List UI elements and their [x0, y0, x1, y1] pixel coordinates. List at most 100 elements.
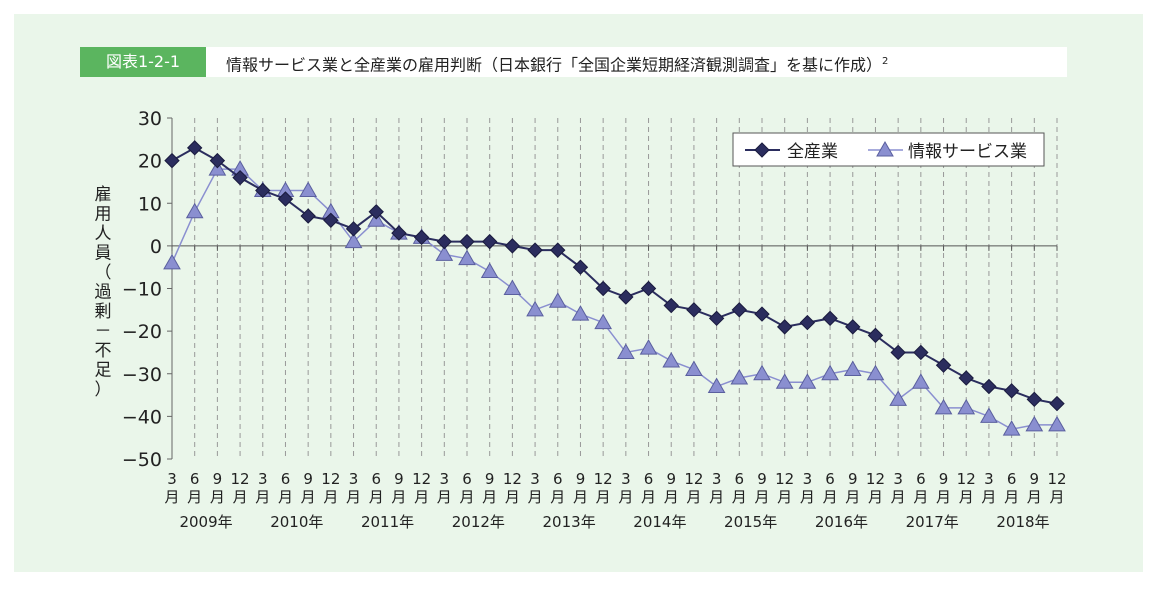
- x-tick-label-month: 12: [775, 470, 794, 488]
- data-point-0: [504, 238, 521, 254]
- data-point-0: [754, 306, 770, 322]
- data-point-0: [186, 140, 203, 156]
- data-point-1: [344, 232, 363, 249]
- x-tick-label-month: 12: [594, 470, 613, 488]
- x-year-label: 2017年: [906, 513, 959, 531]
- x-tick-label-month: 12: [684, 470, 703, 488]
- chart-panel: [14, 14, 1143, 572]
- data-point-0: [209, 152, 226, 169]
- data-point-0: [845, 319, 861, 335]
- data-point-1: [911, 373, 930, 389]
- x-tick-label-month: 6: [644, 470, 654, 488]
- figure-title: 情報サービス業と全産業の雇用判断（日本銀行「全国企業短期経済観測調査」を基に作成…: [226, 47, 888, 77]
- x-year-label: 2010年: [270, 513, 323, 531]
- data-point-0: [300, 208, 316, 224]
- x-tick-label-suffix: 月: [1049, 488, 1064, 506]
- x-tick-label-suffix: 月: [210, 488, 225, 506]
- data-point-1: [480, 262, 499, 278]
- data-point-0: [890, 344, 906, 361]
- x-tick-label-suffix: 月: [164, 488, 179, 506]
- legend-marker-0: [754, 142, 770, 158]
- x-tick-label-suffix: 月: [868, 488, 883, 506]
- x-tick-label-suffix: 月: [891, 488, 906, 506]
- x-tick-label-month: 3: [712, 470, 722, 488]
- series-line-0: [171, 146, 1058, 405]
- x-tick-label-month: 9: [303, 470, 313, 488]
- x-tick-label-suffix: 月: [754, 488, 769, 506]
- data-point-0: [1003, 383, 1020, 399]
- data-point-0: [255, 182, 271, 199]
- x-tick-label-month: 3: [984, 470, 994, 488]
- x-tick-label-month: 3: [621, 470, 631, 488]
- x-tick-label-month: 3: [167, 470, 177, 488]
- x-tick-label-suffix: 月: [278, 488, 293, 506]
- data-point-0: [958, 370, 974, 386]
- data-point-0: [981, 378, 997, 395]
- data-point-1: [548, 292, 567, 308]
- x-tick-label-month: 12: [231, 470, 250, 488]
- x-tick-label-month: 9: [848, 470, 858, 488]
- data-point-1: [571, 305, 590, 321]
- data-point-0: [459, 233, 475, 250]
- legend-label-0: 全産業: [787, 142, 838, 162]
- x-tick-label-month: 9: [939, 470, 949, 488]
- data-point-1: [163, 253, 181, 270]
- x-tick-label-suffix: 月: [459, 488, 474, 506]
- y-tick-label: 10: [138, 193, 162, 215]
- y-axis-label-char: 人: [95, 224, 112, 244]
- data-point-0: [799, 314, 816, 331]
- x-tick-label-suffix: 月: [346, 488, 361, 506]
- x-year-label: 2014年: [633, 513, 686, 531]
- data-point-1: [730, 369, 749, 385]
- data-point-1: [299, 181, 318, 197]
- data-point-1: [775, 373, 794, 389]
- legend-label-1: 情報サービス業: [908, 142, 1027, 162]
- x-tick-label-suffix: 月: [233, 488, 248, 506]
- y-tick-label: −50: [122, 449, 162, 471]
- data-point-1: [503, 279, 522, 295]
- x-tick-label-month: 6: [281, 470, 291, 488]
- y-tick-label: 0: [150, 236, 162, 258]
- x-tick-label-suffix: 月: [732, 488, 747, 506]
- x-tick-label-month: 12: [957, 470, 976, 488]
- data-point-1: [594, 313, 613, 330]
- x-tick-label-month: 3: [258, 470, 268, 488]
- x-tick-label-suffix: 月: [187, 488, 202, 506]
- x-tick-label-month: 12: [866, 470, 885, 488]
- y-tick-label: 20: [138, 151, 162, 173]
- data-point-1: [526, 300, 544, 317]
- y-axis-label-char: 剰: [95, 302, 112, 322]
- x-tick-label-month: 6: [190, 470, 200, 488]
- x-tick-label-month: 9: [213, 470, 223, 488]
- x-year-label: 2015年: [724, 513, 777, 531]
- data-point-0: [708, 310, 725, 327]
- x-tick-label-suffix: 月: [414, 488, 429, 506]
- x-tick-label-suffix: 月: [1027, 488, 1042, 506]
- x-year-label: 2011年: [361, 513, 414, 531]
- data-point-0: [686, 302, 702, 318]
- x-tick-label-month: 12: [321, 470, 340, 488]
- data-point-1: [707, 377, 726, 394]
- data-point-0: [413, 229, 430, 246]
- x-tick-label-suffix: 月: [845, 488, 860, 506]
- x-tick-label-suffix: 月: [913, 488, 928, 506]
- x-tick-label-suffix: 月: [709, 488, 724, 506]
- x-tick-label-month: 3: [893, 470, 903, 488]
- data-point-0: [391, 225, 407, 241]
- data-point-0: [1026, 391, 1043, 408]
- x-tick-label-suffix: 月: [505, 488, 520, 506]
- data-point-0: [618, 289, 634, 305]
- x-tick-label-suffix: 月: [301, 488, 316, 506]
- y-axis-label-char: ）: [95, 380, 112, 400]
- x-tick-label-suffix: 月: [369, 488, 384, 506]
- footnote-ref: 2: [882, 56, 889, 67]
- data-point-0: [164, 152, 180, 169]
- series-line-1: [171, 168, 1057, 430]
- x-tick-label-month: 3: [803, 470, 813, 488]
- x-tick-label-suffix: 月: [800, 488, 815, 506]
- x-tick-label-month: 6: [371, 470, 381, 488]
- data-point-1: [1002, 420, 1021, 436]
- data-point-0: [640, 280, 657, 297]
- x-tick-label-suffix: 月: [528, 488, 543, 506]
- x-tick-label-month: 3: [440, 470, 450, 488]
